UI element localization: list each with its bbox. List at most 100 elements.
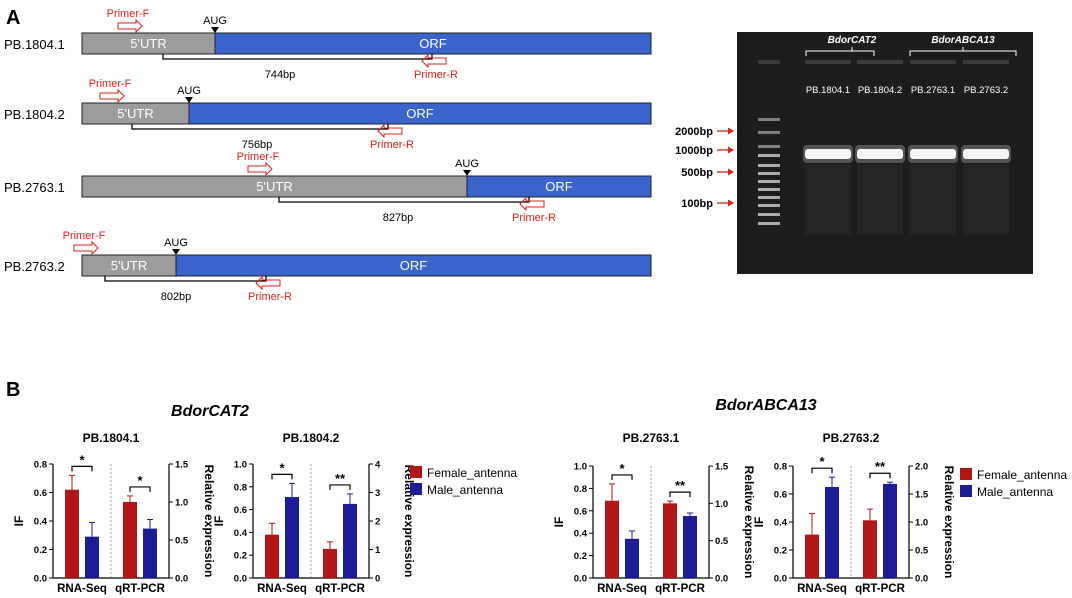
gel-ladder-band <box>758 213 780 216</box>
y2-axis-label: Relative expression <box>942 466 956 579</box>
legend-label: Male_antenna <box>977 485 1053 499</box>
primer-r-arrow-icon <box>519 196 545 212</box>
chart-title: PB.1804.2 <box>283 431 340 445</box>
y-tick-label: 0.6 <box>774 490 787 501</box>
y2-tick-label: 0.5 <box>175 536 189 547</box>
significance-marker: * <box>79 452 85 467</box>
gel-lane-label: PB.1804.1 <box>806 85 850 96</box>
y-tick-label: 0.8 <box>774 462 787 473</box>
pcr-product-bracket <box>104 276 267 282</box>
y2-tick-label: 0.0 <box>915 574 928 585</box>
primer-r-arrow-icon <box>377 123 403 139</box>
y-tick-label: 0.2 <box>574 551 587 562</box>
legend-swatch <box>960 468 972 480</box>
y-tick-label: 1.0 <box>234 460 247 471</box>
gel-well <box>857 60 903 64</box>
primer-r-arrow-icon <box>255 275 281 291</box>
bar-Female_antenna <box>323 548 337 578</box>
significance-marker: * <box>619 461 625 476</box>
gel-lane-label: PB.2763.1 <box>911 85 955 96</box>
y2-tick-label: 1.0 <box>915 518 928 529</box>
gel-smear <box>910 165 956 235</box>
y-tick-label: 0.0 <box>774 574 787 585</box>
x-category-label: RNA-Seq <box>797 583 847 595</box>
x-category-label: qRT-PCR <box>115 583 166 595</box>
gel-ladder-band <box>758 188 780 191</box>
pcr-size-label: 802bp <box>161 291 192 303</box>
gel-marker-label: 1000bp <box>675 145 713 157</box>
utr-label: 5'UTR <box>111 258 147 273</box>
aug-label: AUG <box>177 85 201 97</box>
bar-Female_antenna <box>123 502 137 578</box>
y-axis-label: IF <box>12 516 26 527</box>
y2-tick-label: 1.5 <box>915 490 929 501</box>
gel-well <box>805 60 851 64</box>
gel-band <box>910 149 956 159</box>
bar-Female_antenna <box>265 534 279 578</box>
aug-label: AUG <box>164 237 188 249</box>
gel-smear <box>963 165 1009 235</box>
y2-tick-label: 1.0 <box>715 499 728 510</box>
legend-swatch <box>960 485 972 497</box>
y2-tick-label: 3 <box>375 488 380 499</box>
aug-marker-icon <box>172 249 180 255</box>
y2-axis-label: Relative expression <box>742 466 756 579</box>
bar-Male_antenna <box>343 503 357 578</box>
gel-band <box>963 149 1009 159</box>
primer-f-label: Primer-F <box>89 78 132 90</box>
gel-group-label: BdorCAT2 <box>828 35 877 46</box>
y-tick-label: 0.6 <box>34 488 47 499</box>
orf-label: ORF <box>545 179 573 194</box>
chart-title: PB.2763.2 <box>823 431 880 445</box>
legend-swatch <box>410 466 422 478</box>
pcr-size-label: 756bp <box>242 139 273 151</box>
significance-bracket <box>129 486 151 492</box>
significance-marker: * <box>279 460 285 475</box>
transcript-4: PB.2763.2 5'UTR ORF AUG Primer-F 802bp Primer-… <box>4 230 652 303</box>
y2-axis-label: Relative expression <box>202 465 216 578</box>
orf-label: ORF <box>400 258 428 273</box>
x-category-label: qRT-PCR <box>855 583 906 595</box>
pcr-product-bracket <box>278 197 530 203</box>
significance-bracket <box>869 472 891 479</box>
x-category-label: qRT-PCR <box>655 583 706 595</box>
y-tick-label: 0.4 <box>774 518 788 529</box>
transcript-name: PB.2763.1 <box>4 180 65 195</box>
bar-Female_antenna <box>863 520 877 578</box>
gel-ladder-band <box>758 145 780 148</box>
y-tick-label: 0.4 <box>234 528 248 539</box>
aug-label: AUG <box>455 158 479 170</box>
primer-r-label: Primer-R <box>370 139 414 151</box>
significance-marker: ** <box>675 478 686 493</box>
legend-label: Female_antenna <box>427 466 517 480</box>
significance-marker: ** <box>875 459 886 474</box>
chart-title: PB.1804.1 <box>83 431 140 445</box>
orf-box <box>175 254 652 277</box>
orf-box <box>214 32 652 55</box>
x-category-label: RNA-Seq <box>597 583 647 595</box>
primer-f-arrow-icon <box>99 88 125 104</box>
chart-PB.1804.2: PB.1804.2 0.0 0.2 0.4 0.6 0.8 1.0 0 1 2 3 4 IF Relati… <box>212 431 416 595</box>
orf-box <box>466 175 652 198</box>
y2-axis-label: Relative expression <box>402 465 416 578</box>
y2-tick-label: 2.0 <box>915 462 928 473</box>
significance-bracket <box>329 484 351 490</box>
legend-2: Female_antenna Male_antenna <box>960 468 1067 499</box>
legends: Female_antennaMale_antennaFemale_antenna… <box>410 466 1067 499</box>
y-tick-label: 0.2 <box>234 551 247 562</box>
pcr-product-bracket <box>162 54 433 60</box>
primer-f-arrow-icon <box>117 18 143 34</box>
y2-tick-label: 1.5 <box>715 462 729 473</box>
y-tick-label: 0.0 <box>234 574 247 585</box>
y-tick-label: 0.8 <box>34 460 47 471</box>
pcr-size-label: 744bp <box>265 69 296 81</box>
y-axis-label: IF <box>752 517 766 528</box>
bar-Female_antenna <box>805 534 819 578</box>
gel-lane-label: PB.1804.2 <box>858 85 902 96</box>
y-tick-label: 0.4 <box>34 517 48 528</box>
gel-image: BdorCAT2 BdorABCA13 PB.1804.1 PB.1804.2 PB.2… <box>675 32 1033 274</box>
y2-tick-label: 0.0 <box>175 574 188 585</box>
gel-ladder-band <box>758 196 780 199</box>
gel-marker-label: 2000bp <box>675 126 713 138</box>
